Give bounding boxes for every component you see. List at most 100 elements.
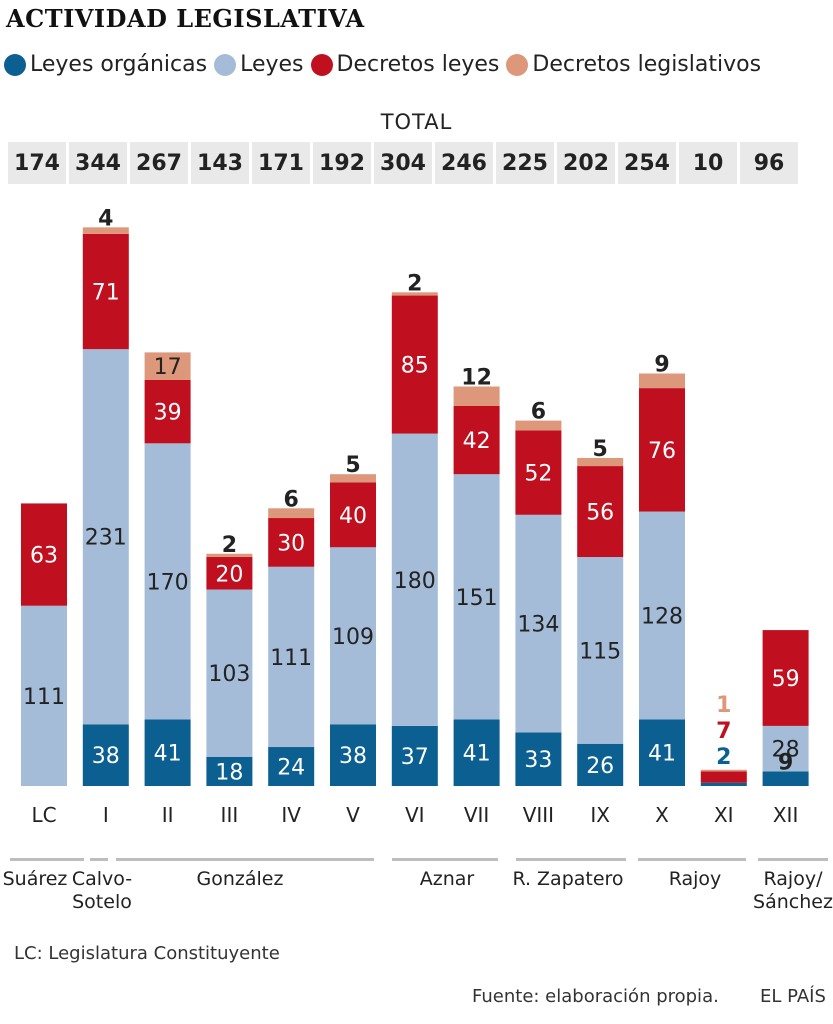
value-label-x-leyes: 128 [641,604,683,629]
bar-viii-decretos-leyes [515,430,562,515]
group-line-suárez [10,858,84,861]
bar-vii-decretos-legislativos [453,386,500,406]
total-value-viii: 225 [496,142,554,184]
value-label-i-leyes-organicas: 38 [92,744,120,769]
bar-ix-leyes [577,557,624,744]
bar-ii-leyes-organicas [144,719,191,786]
group-label-line: Sánchez [753,891,833,913]
group-line-aznar [392,858,498,861]
bar-vi-decretos-leyes [391,295,438,434]
legend-label-decretos-leyes: Decretos leyes [336,52,500,77]
value-label-vii-decretos-legislativos: 12 [461,365,492,390]
bar-x-leyes-organicas [639,719,685,786]
value-label-vii-leyes-organicas: 41 [463,742,491,767]
bar-ii-decretos-leyes [144,380,191,444]
value-label-i-decretos-legislativos: 4 [98,206,113,231]
value-label-iii-decretos-legislativos: 2 [222,533,237,558]
value-label-ii-decretos-legislativos: 17 [154,355,182,380]
group-line-rajoy [638,858,746,861]
bar-lc-decretos-leyes [21,503,67,606]
bar-v-leyes-organicas [330,724,376,786]
value-label-iv-decretos-leyes: 30 [277,531,305,556]
bar-iii-leyes [206,589,253,757]
legend-label-leyes: Leyes [240,52,304,77]
bar-xi-decretos-leyes [700,771,747,783]
value-label-iii-leyes: 103 [208,662,250,687]
bar-xii-leyes-organicas [762,771,809,786]
chart-title: ACTIVIDAD LEGISLATIVA [6,4,365,33]
bar-viii-leyes [515,514,562,733]
bar-v-decretos-leyes [330,482,376,548]
bar-iii-leyes-organicas [206,756,253,786]
category-label-ii: II [162,803,174,827]
value-label-iv-leyes-organicas: 24 [277,756,305,781]
bar-iv-decretos-leyes [268,518,315,567]
value-label-v-decretos-leyes: 40 [339,504,367,529]
value-label-xii-leyes: 28 [772,738,800,763]
bar-xi-leyes-organicas [700,782,747,786]
bar-iii-decretos-legislativos [206,553,253,558]
value-label-vi-decretos-leyes: 85 [401,354,429,379]
bar-xii-leyes [762,725,809,772]
bar-vi-leyes [391,433,438,726]
value-label-xi-leyes-organicas: 2 [716,745,731,770]
value-label-iv-leyes: 111 [270,646,312,671]
bar-ix-decretos-leyes [577,466,624,558]
value-label-viii-leyes-organicas: 33 [524,748,552,773]
category-label-vi: VI [405,803,425,827]
value-label-xi-decretos-leyes: 7 [716,719,731,744]
legend-swatch-decretos-legislativos [506,53,529,76]
category-label-lc: LC [31,803,56,827]
value-label-xii-decretos-leyes: 59 [772,667,800,692]
bar-xi-decretos-legislativos [700,769,747,772]
group-label-gonzález: González [160,868,320,891]
stacked-bar-chart: 11163LC38231714I411703917II18103202III24… [21,206,809,827]
value-label-ix-leyes: 115 [579,639,621,664]
total-value-iv: 171 [252,142,310,184]
value-label-i-decretos-leyes: 71 [92,280,120,305]
bar-iv-decretos-legislativos [268,508,315,519]
bar-x-leyes [639,511,685,720]
bar-ii-decretos-legislativos [144,352,191,380]
bar-vii-decretos-leyes [453,405,500,475]
legend-swatch-decretos-leyes [310,53,333,76]
group-label-line: Rajoy/ [763,868,823,890]
total-value-xi: 10 [679,142,737,184]
total-value-x: 254 [618,142,676,184]
bar-i-decretos-legislativos [82,227,129,234]
group-label-line: Aznar [419,868,475,890]
footnote: LC: Legislatura Constituyente [14,943,280,964]
group-line-gonzález [116,858,374,861]
bar-i-leyes-organicas [82,724,129,786]
totals-row: 174 344 267 143 171 192 304 246 225 202 254 10 96 [8,142,801,184]
category-label-ix: IX [590,803,610,827]
legend-item-decretos-leyes: Decretos leyes [310,52,500,77]
value-label-iv-decretos-legislativos: 6 [284,487,299,512]
value-label-v-leyes: 109 [332,625,374,650]
bar-vi-decretos-legislativos [391,292,438,296]
bar-ix-decretos-legislativos [577,457,624,467]
value-label-viii-leyes: 134 [517,613,559,638]
legend-swatch-leyes-organicas [4,53,26,76]
bar-i-leyes [82,349,129,725]
bar-iii-decretos-leyes [206,557,253,590]
value-label-iii-decretos-leyes: 20 [215,562,243,587]
group-label-rajoy: Rajoy [640,868,750,891]
group-label-aznar: Aznar [392,868,502,891]
total-value-xii: 96 [740,142,798,184]
group-label-line: Sotelo [72,891,132,913]
bar-vii-leyes [453,474,500,720]
bar-vii-leyes-organicas [453,719,500,786]
value-label-vii-decretos-leyes: 42 [463,429,491,454]
category-label-iv: IV [281,803,301,827]
legend-item-leyes-organicas: Leyes orgánicas [4,52,207,77]
bar-viii-leyes-organicas [515,732,562,786]
legend-label-leyes-organicas: Leyes orgánicas [30,52,208,77]
bar-iv-leyes-organicas [268,747,315,786]
legend-swatch-leyes [214,53,237,76]
value-label-x-decretos-leyes: 76 [648,439,676,464]
category-label-viii: VIII [523,803,554,827]
total-value-i: 344 [69,142,127,184]
value-label-lc-leyes: 111 [23,685,65,710]
value-label-ii-leyes-organicas: 41 [154,742,182,767]
